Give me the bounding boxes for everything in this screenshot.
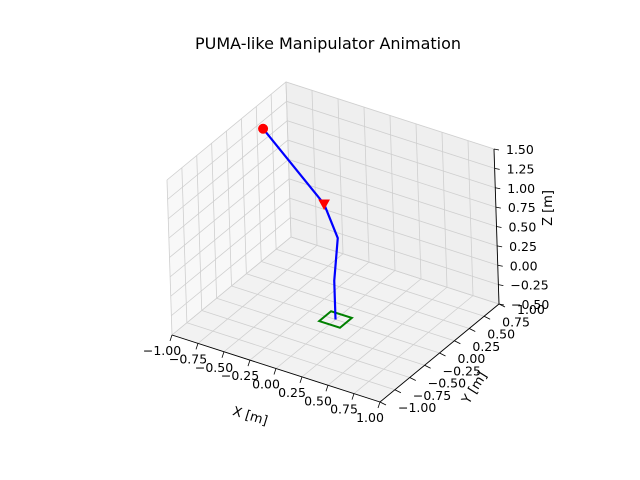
x-tick-label: 0.00	[252, 377, 280, 392]
x-tick-label: 1.00	[356, 410, 384, 425]
y-tick-mark	[483, 315, 491, 320]
y-tick-label: −0.50	[428, 376, 466, 391]
x-tick-mark	[247, 359, 251, 367]
z-tick-label: −0.25	[510, 278, 548, 293]
z-tick-label: 0.00	[510, 258, 538, 273]
z-tick-label: 1.50	[506, 142, 534, 157]
arm-line	[262, 128, 339, 320]
z-tick-mark	[493, 148, 500, 151]
z-grid-line	[168, 139, 496, 239]
z-tick-label: 0.50	[509, 220, 537, 235]
z-grid-line	[167, 100, 495, 200]
plot-area	[258, 123, 354, 329]
x-tick-label: 0.75	[330, 402, 358, 417]
y-tick-label: 1.00	[517, 302, 545, 317]
y-tick-mark	[379, 401, 387, 406]
x-tick-label: −1.00	[143, 343, 181, 358]
y-tick-mark	[469, 328, 476, 332]
target-marker	[318, 199, 330, 211]
x-tick-mark	[299, 376, 303, 384]
axis-lines	[169, 148, 506, 409]
y-tick-mark	[424, 364, 431, 369]
z-grid-line	[166, 81, 495, 181]
axes-panes	[166, 80, 501, 403]
x-tick-label: −0.50	[195, 360, 233, 375]
x-tick-label: 0.25	[278, 385, 306, 400]
x-tick-mark	[377, 401, 381, 409]
z-tick-mark	[497, 245, 503, 248]
z-tick-mark	[498, 284, 504, 287]
x-tick-mark	[351, 393, 355, 400]
z-grid-line	[171, 236, 500, 336]
z-grid-line	[169, 178, 498, 278]
x-axis-label: X [m]	[231, 404, 270, 429]
x-tick-mark	[273, 368, 277, 375]
z-grid-line	[171, 217, 499, 316]
x-tick-mark	[325, 385, 329, 392]
grid-lines	[166, 81, 500, 403]
z-tick-label: 0.25	[509, 239, 537, 254]
z-tick-label: 0.75	[508, 200, 536, 215]
y-tick-mark	[394, 389, 402, 394]
y-tick-mark	[454, 340, 461, 345]
chart-title: PUMA-like Manipulator Animation	[195, 34, 461, 53]
z-tick-mark	[494, 167, 500, 170]
y-tick-mark	[439, 352, 446, 357]
y-tick-label: −1.00	[398, 400, 436, 415]
z-grid-line	[167, 120, 496, 220]
y-tick-label: 0.00	[458, 351, 486, 366]
y-tick-mark	[409, 377, 416, 381]
z-tick-label: −0.50	[511, 297, 549, 312]
z-tick-mark	[496, 226, 502, 228]
x-tick-label: −0.75	[169, 351, 207, 366]
end-effector-marker	[258, 123, 269, 134]
z-tick-mark	[497, 264, 503, 267]
x-tick-label: −0.25	[221, 368, 259, 383]
x-tick-mark	[221, 351, 225, 358]
y-tick-label: 0.75	[502, 314, 530, 329]
y-tick-label: −0.25	[443, 363, 481, 378]
x-tick-mark	[195, 343, 199, 350]
z-axis-label: Z [m]	[541, 190, 556, 226]
x-tick-mark	[169, 334, 173, 342]
z-tick-label: 1.00	[507, 181, 535, 196]
z-grid-line	[170, 197, 498, 297]
z-tick-mark	[495, 187, 501, 190]
base-square	[317, 310, 354, 329]
z-tick-mark	[498, 303, 505, 306]
y-tick-label: −0.75	[413, 388, 451, 403]
y-tick-label: 0.50	[487, 327, 515, 342]
y-tick-label: 0.25	[472, 339, 500, 354]
x-tick-label: 0.50	[304, 393, 332, 408]
z-tick-label: 1.25	[507, 161, 535, 176]
z-tick-mark	[495, 206, 501, 209]
tick-labels: −1.00−0.75−0.50−0.250.000.250.500.751.00…	[143, 142, 550, 425]
